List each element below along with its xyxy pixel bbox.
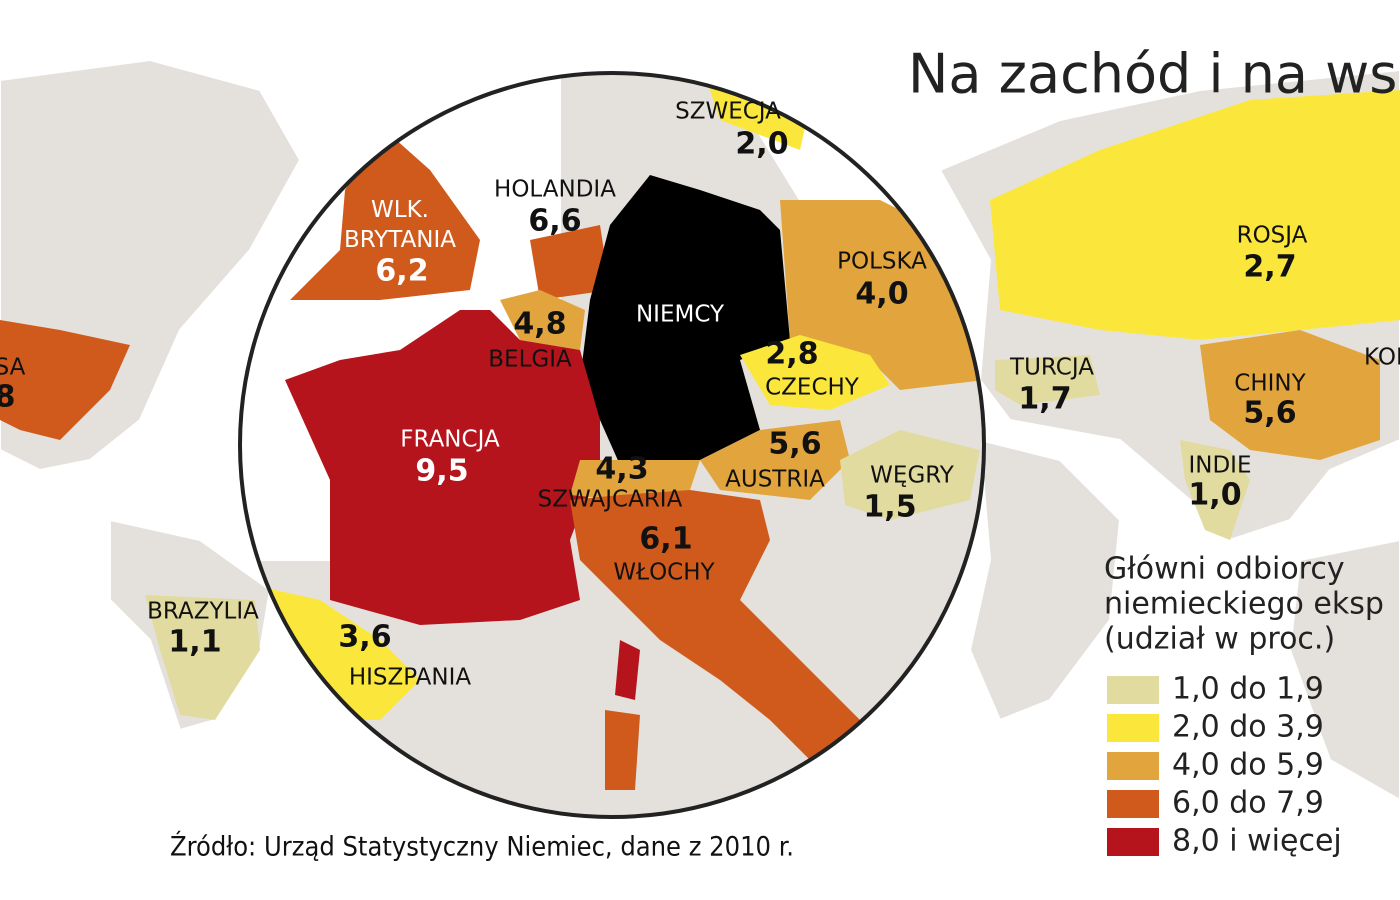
country-name: CZECHY bbox=[765, 375, 860, 401]
title: Na zachód i na wsc bbox=[908, 43, 1400, 106]
legend-swatch bbox=[1107, 676, 1159, 704]
legend-swatch bbox=[1107, 790, 1159, 818]
country-name: HISZPANIA bbox=[349, 665, 472, 691]
legend-label: 2,0 do 3,9 bbox=[1172, 710, 1324, 745]
inset-circle bbox=[238, 71, 986, 819]
country-name: BELGIA bbox=[488, 347, 572, 373]
country-name: HOLANDIA bbox=[494, 177, 616, 203]
country-name: CHINY bbox=[1234, 371, 1306, 397]
country-value: 4,8 bbox=[513, 307, 566, 342]
legend-title: niemieckiego eksp bbox=[1104, 587, 1384, 622]
europe-inset bbox=[240, 73, 984, 817]
country-value: 5,6 bbox=[1243, 396, 1296, 431]
country-name: SZWECJA bbox=[675, 99, 781, 125]
country-name: SZWAJCARIA bbox=[538, 487, 683, 513]
country-value: 3,6 bbox=[338, 620, 391, 655]
country-value: 1,0 bbox=[1188, 478, 1241, 513]
country-name: INDIE bbox=[1188, 453, 1251, 479]
country-value: 1,1 bbox=[168, 625, 221, 660]
country-name: WĘGRY bbox=[870, 463, 955, 489]
legend-title: (udział w proc.) bbox=[1104, 622, 1335, 657]
country-name: ROSJA bbox=[1237, 223, 1308, 249]
world-land bbox=[0, 58, 1400, 802]
country-name: AUSTRIA bbox=[725, 467, 825, 493]
country-value: 2,7 bbox=[1243, 250, 1296, 285]
country-value: 5,6 bbox=[768, 427, 821, 462]
legend-label: 4,0 do 5,9 bbox=[1172, 748, 1324, 783]
legend-label: 6,0 do 7,9 bbox=[1172, 786, 1324, 821]
source: Źródło: Urząd Statystyczny Niemiec, dane… bbox=[170, 831, 794, 863]
country-name: SA bbox=[0, 355, 26, 381]
country-name: TURCJA bbox=[1009, 355, 1094, 381]
country-value: 1,7 bbox=[1018, 382, 1071, 417]
legend-title: Główni odbiorcy bbox=[1104, 552, 1345, 587]
country-value: 8 bbox=[0, 380, 15, 415]
country-name: FRANCJA bbox=[400, 427, 500, 453]
country-name: NIEMCY bbox=[636, 302, 725, 328]
country-value: 6,2 bbox=[375, 254, 428, 289]
country-value: 1,5 bbox=[863, 490, 916, 525]
country-value: 2,0 bbox=[735, 127, 788, 162]
country-name: POLSKA bbox=[837, 249, 927, 275]
legend-swatch bbox=[1107, 828, 1159, 856]
country-value: 4,0 bbox=[855, 277, 908, 312]
country-value: 6,6 bbox=[528, 204, 581, 239]
country-name: BRAZYLIA bbox=[147, 599, 259, 625]
legend-label: 8,0 i więcej bbox=[1172, 824, 1342, 859]
country-value: 9,5 bbox=[415, 454, 468, 489]
legend-label: 1,0 do 1,9 bbox=[1172, 672, 1324, 707]
country-value: 4,3 bbox=[595, 452, 648, 487]
country-value: 2,8 bbox=[765, 337, 818, 372]
legend-swatch bbox=[1107, 714, 1159, 742]
legend-swatch bbox=[1107, 752, 1159, 780]
country-name: WŁOCHY bbox=[613, 560, 715, 586]
country-value: 6,1 bbox=[639, 522, 692, 557]
country-name: WLK. BRYTANIA bbox=[344, 197, 456, 253]
country-name: KOR bbox=[1364, 345, 1400, 371]
